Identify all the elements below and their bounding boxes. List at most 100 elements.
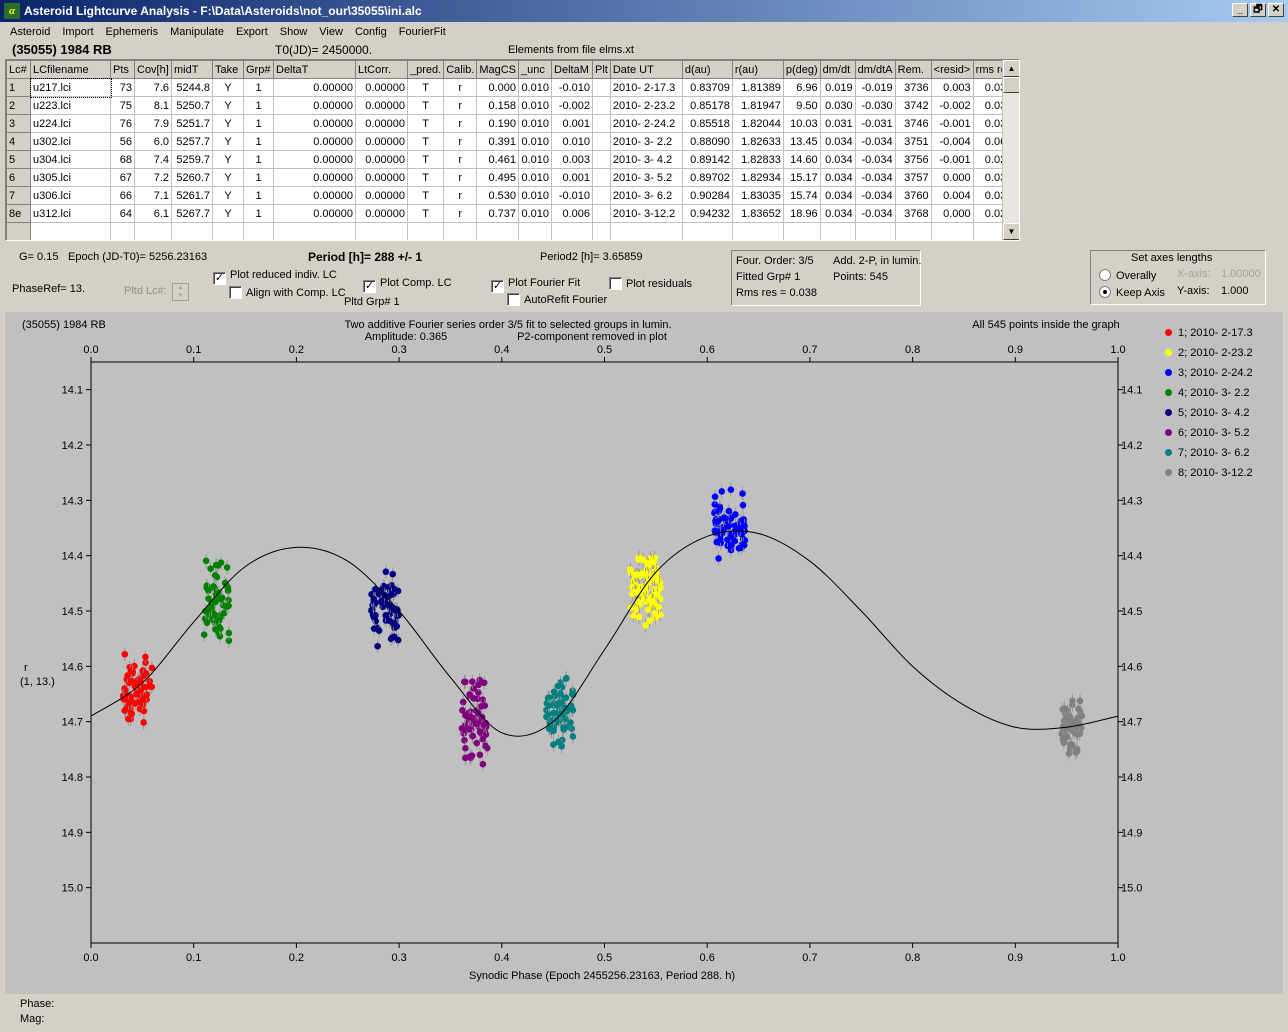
table-cell[interactable]: 3742	[894, 96, 932, 115]
table-cell[interactable]: 9.50	[782, 96, 821, 115]
table-cell[interactable]: 0.90284	[681, 186, 733, 205]
x-axis-input[interactable]: 1.00000	[1221, 268, 1261, 280]
table-cell[interactable]: 0.00000	[355, 78, 408, 97]
table-cell[interactable]: 1	[243, 78, 274, 97]
table-cell[interactable]: 0.010	[518, 168, 553, 187]
table-cell[interactable]: 3760	[894, 186, 932, 205]
table-cell[interactable]: 6.96	[782, 78, 821, 97]
menu-config[interactable]: Config	[354, 25, 387, 38]
table-cell[interactable]: 0.89702	[681, 168, 733, 187]
table-cell[interactable]: 0.034	[819, 168, 856, 187]
column-header[interactable]: LCfilename	[30, 60, 111, 79]
column-header[interactable]: DeltaT	[273, 60, 356, 79]
table-cell[interactable]: 0.010	[518, 150, 553, 169]
align-comp-checkbox[interactable]: Align with Comp. LC	[229, 286, 346, 299]
table-cell[interactable]: T	[406, 168, 445, 187]
table-cell[interactable]: 10.03	[782, 114, 821, 133]
plot-reduced-checkbox[interactable]: ✓ Plot reduced indiv. LC	[213, 269, 337, 285]
table-cell[interactable]: 68	[110, 150, 135, 169]
table-cell[interactable]: 0.00000	[273, 132, 356, 151]
table-cell[interactable]: r	[443, 186, 478, 205]
table-cell[interactable]: 64	[110, 204, 135, 223]
table-cell[interactable]: 0.00000	[273, 114, 356, 133]
table-cell[interactable]: 0.530	[476, 186, 520, 205]
table-cell[interactable]: r	[443, 96, 478, 115]
row-header[interactable]: 1	[6, 78, 31, 97]
menu-asteroid[interactable]: Asteroid	[10, 25, 51, 38]
column-header[interactable]: midT	[171, 60, 213, 79]
table-cell[interactable]: 1	[243, 204, 274, 223]
column-header[interactable]: dm/dt	[819, 60, 856, 79]
table-cell[interactable]: 2010- 3- 5.2	[609, 168, 683, 187]
scroll-down-icon[interactable]: ▼	[1003, 223, 1019, 240]
table-cell[interactable]	[592, 186, 611, 205]
table-cell[interactable]: 2010- 3- 4.2	[609, 150, 683, 169]
column-header[interactable]: MagCS	[476, 60, 520, 79]
column-header[interactable]: _unc	[518, 60, 553, 79]
column-header[interactable]: LtCorr.	[355, 60, 408, 79]
table-cell[interactable]	[592, 114, 611, 133]
table-cell[interactable]: 67	[110, 168, 135, 187]
table-cell[interactable]: u224.lci	[30, 114, 111, 133]
spin-up-icon[interactable]: ▲	[177, 285, 184, 291]
table-cell[interactable]	[592, 78, 611, 97]
restore-button[interactable]: 🗗	[1250, 3, 1266, 17]
table-cell[interactable]: T	[406, 204, 445, 223]
table-cell[interactable]: 0.00000	[355, 132, 408, 151]
table-cell[interactable]: 0.010	[551, 132, 594, 151]
table-cell[interactable]: -0.004	[930, 132, 974, 151]
column-header[interactable]: Grp#	[243, 60, 274, 79]
table-cell[interactable]: 56	[110, 132, 135, 151]
table-cell[interactable]: Y	[212, 114, 244, 133]
table-cell[interactable]: 0.00000	[355, 204, 408, 223]
table-cell[interactable]: 0.010	[518, 114, 553, 133]
column-header[interactable]: <resid>	[930, 60, 974, 79]
column-header[interactable]: Calib.	[443, 60, 478, 79]
table-cell[interactable]: 0.000	[930, 168, 974, 187]
table-cell[interactable]: 0.030	[819, 96, 856, 115]
table-cell[interactable]: 0.000	[476, 78, 520, 97]
table-cell[interactable]: 66	[110, 186, 135, 205]
table-cell[interactable]: 0.031	[819, 114, 856, 133]
table-cell[interactable]: -0.034	[854, 150, 896, 169]
table-scrollbar[interactable]: ▲ ▼	[1002, 60, 1019, 240]
table-cell[interactable]: -0.034	[854, 204, 896, 223]
table-cell[interactable]: 5260.7	[171, 168, 213, 187]
plot-comp-checkbox[interactable]: ✓ Plot Comp. LC	[363, 277, 452, 293]
column-header[interactable]: p(deg)	[782, 60, 821, 79]
table-cell[interactable]: 76	[110, 114, 135, 133]
y-axis-input[interactable]: 1.000	[1221, 285, 1249, 297]
table-cell[interactable]: 75	[110, 96, 135, 115]
column-header[interactable]: Rem.	[894, 60, 932, 79]
column-header[interactable]: Date UT	[609, 60, 683, 79]
table-cell[interactable]: 1	[243, 168, 274, 187]
table-cell[interactable]: 0.85518	[681, 114, 733, 133]
row-header[interactable]: 3	[6, 114, 31, 133]
column-header[interactable]: Pts	[110, 60, 135, 79]
table-cell[interactable]: 0.001	[551, 114, 594, 133]
column-header[interactable]: Cov[h]	[134, 60, 172, 79]
table-cell[interactable]: -0.030	[854, 96, 896, 115]
table-cell[interactable]: 1	[243, 186, 274, 205]
table-cell[interactable]: 7.4	[134, 150, 172, 169]
table-cell[interactable]	[592, 132, 611, 151]
table-cell[interactable]: 0.001	[551, 168, 594, 187]
row-header[interactable]: 7	[6, 186, 31, 205]
table-cell[interactable]: T	[406, 150, 445, 169]
plot-fourier-checkbox[interactable]: ✓ Plot Fourier Fit	[491, 277, 580, 293]
row-header[interactable]: 5	[6, 150, 31, 169]
table-cell[interactable]: 7.6	[134, 78, 172, 97]
table-cell[interactable]: 2010- 3- 6.2	[609, 186, 683, 205]
table-cell[interactable]: 3746	[894, 114, 932, 133]
table-cell[interactable]: 0.00000	[355, 96, 408, 115]
table-cell[interactable]: 5257.7	[171, 132, 213, 151]
table-cell[interactable]: 2010- 2-17.3	[609, 78, 683, 97]
table-cell[interactable]: 0.00000	[355, 150, 408, 169]
table-cell[interactable]: 0.461	[476, 150, 520, 169]
table-cell[interactable]: r	[443, 150, 478, 169]
table-cell[interactable]: -0.001	[930, 150, 974, 169]
